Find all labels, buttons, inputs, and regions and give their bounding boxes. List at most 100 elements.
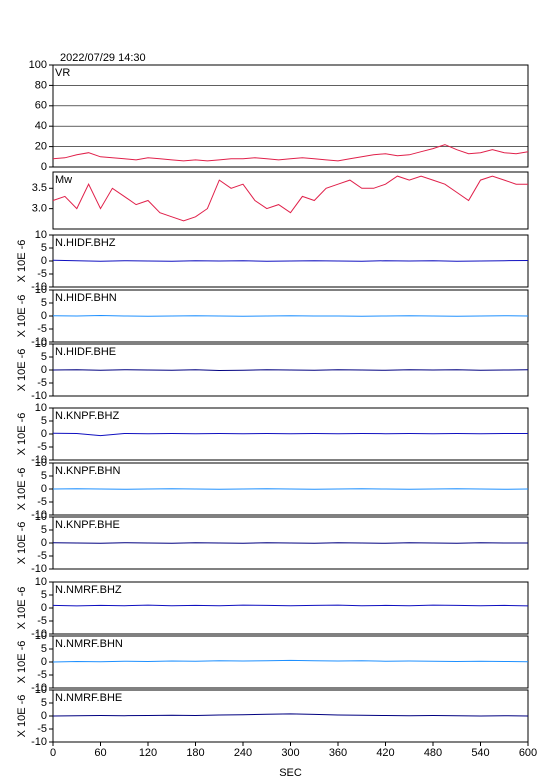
y-tick-label: 10 [35,457,47,469]
y-tick-label: -10 [31,736,47,748]
y-tick-label: 0 [41,710,47,722]
y-tick-label: -10 [31,454,47,466]
x-tick-label: 60 [94,747,106,759]
panel-label: N.KNPF.BHZ [55,410,119,422]
y-tick-label: -10 [31,281,47,293]
y-tick-label: 3.0 [32,203,47,215]
y-tick-label: 5 [41,415,47,427]
y-tick-label: -5 [37,550,47,562]
y-tick-label: 100 [29,59,47,71]
y-tick-label: 0 [41,161,47,173]
y-tick-label: 5 [41,643,47,655]
y-tick-label: -5 [37,669,47,681]
panel-label: N.HIDF.BHE [55,346,116,358]
y-tick-label: 80 [35,79,47,91]
x-axis-label: SEC [279,767,302,779]
y-tick-label: 10 [35,630,47,642]
y-tick-label: -5 [37,496,47,508]
y-axis-label: X 10E -6 [16,349,28,392]
panel-label: Mw [55,174,72,186]
y-tick-label: -10 [31,509,47,521]
y-tick-label: 5 [41,697,47,709]
panel-label: N.KNPF.BHN [55,465,120,477]
y-tick-label: 10 [35,576,47,588]
y-tick-label: -10 [31,628,47,640]
y-axis-label: X 10E -6 [16,522,28,565]
y-tick-label: 10 [35,284,47,296]
data-line [52,144,529,162]
panel-label: N.HIDF.BHZ [55,237,116,249]
chart-title: 2022/07/29 14:30 [60,52,146,64]
x-tick-label: 540 [471,747,489,759]
x-tick-label: 180 [186,747,204,759]
data-line [52,713,529,717]
data-line [52,604,529,607]
y-tick-label: 5 [41,589,47,601]
y-tick-label: 0 [41,656,47,668]
data-line [52,488,529,490]
y-tick-label: 10 [35,229,47,241]
panel-label: N.NMRF.BHN [55,638,123,650]
x-tick-label: 420 [376,747,394,759]
y-tick-label: 40 [35,120,47,132]
data-line [52,542,528,544]
data-line [52,432,528,437]
y-tick-label: -5 [37,615,47,627]
panel-label: N.HIDF.BHN [55,292,117,304]
y-axis-label: X 10E -6 [16,641,28,684]
y-tick-label: -5 [37,323,47,335]
data-line [52,369,529,372]
y-axis-label: X 10E -6 [16,413,28,456]
y-tick-label: -5 [37,377,47,389]
y-tick-label: 0 [41,428,47,440]
y-tick-label: -10 [31,682,47,694]
y-tick-label: -5 [37,268,47,280]
y-tick-label: -10 [31,563,47,575]
panel-frame [52,64,529,168]
y-tick-label: 0 [41,483,47,495]
y-tick-label: 10 [35,338,47,350]
y-tick-label: 5 [41,524,47,536]
panel-label: N.NMRF.BHZ [55,584,122,596]
data-line [52,314,529,317]
x-tick-label: 0 [50,747,56,759]
x-tick-label: 120 [139,747,157,759]
y-tick-label: 0 [41,602,47,614]
panel-label: VR [55,67,70,79]
y-tick-label: 0 [41,310,47,322]
y-tick-label: 3.5 [32,182,47,194]
y-tick-label: -10 [31,336,47,348]
y-tick-label: 5 [41,351,47,363]
y-axis-label: X 10E -6 [16,587,28,630]
y-tick-label: 20 [35,141,47,153]
data-line [52,259,529,262]
y-tick-label: 5 [41,470,47,482]
y-tick-label: 10 [35,402,47,414]
y-tick-label: 0 [41,255,47,267]
panel-frame [52,581,529,635]
y-tick-label: -5 [37,441,47,453]
y-tick-label: -5 [37,723,47,735]
x-tick-label: 360 [329,747,347,759]
y-tick-label: 0 [41,364,47,376]
x-tick-label: 600 [519,747,537,759]
x-tick-label: 480 [424,747,442,759]
y-tick-label: 10 [35,684,47,696]
data-line [52,659,529,663]
panel-frame [52,171,529,230]
x-tick-label: 300 [281,747,299,759]
panel-label: N.NMRF.BHE [55,692,122,704]
y-tick-label: 60 [35,100,47,112]
panel-label: N.KNPF.BHE [55,519,120,531]
y-axis-label: X 10E -6 [16,468,28,511]
y-tick-label: 0 [41,537,47,549]
panel-frame [52,635,529,689]
data-line [52,175,528,222]
y-axis-label: X 10E -6 [16,695,28,738]
y-tick-label: 10 [35,511,47,523]
y-tick-label: -10 [31,390,47,402]
y-tick-label: 5 [41,242,47,254]
x-tick-label: 240 [234,747,252,759]
y-axis-label: X 10E -6 [16,240,28,283]
